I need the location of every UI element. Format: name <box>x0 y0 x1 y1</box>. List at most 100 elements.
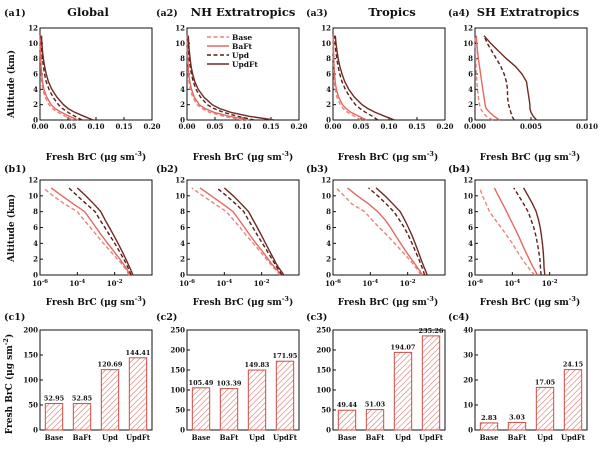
x-label-main: Fresh BrC (μg sm <box>338 152 427 163</box>
x-label-sup: -3 <box>427 295 435 303</box>
bar-y-label-sup: -2 <box>2 338 10 345</box>
x-axis-title-b1: Fresh BrC (μg sm-3) <box>46 295 146 308</box>
panel-c2-category-label-base: Base <box>192 433 211 442</box>
panel-b1-ytick-label: 4 <box>33 239 38 248</box>
panel-b2-ytick-label: 2 <box>180 255 185 264</box>
panel-label-b2: (b2) <box>156 164 178 175</box>
panel-c1-bar-label-baft: 52.85 <box>72 395 93 403</box>
panel-b2-xtick-label: 10-2 <box>254 279 270 288</box>
panel-c1-ytick-label: 100 <box>23 376 38 385</box>
panel-label-a3: (a3) <box>306 8 328 19</box>
x-label-end: ) <box>142 297 146 308</box>
panel-b1-ytick-label: 2 <box>33 255 38 264</box>
panel-a3-ytick-label: 8 <box>326 54 331 63</box>
x-label-end: ) <box>576 297 580 308</box>
panel-b2-xtick-label: 10-6 <box>179 279 195 288</box>
panel-c2-ytick-label: 100 <box>170 386 185 395</box>
panel-b1-xtick-label: 10-2 <box>107 279 123 288</box>
x-axis-title-a4: Fresh BrC (μg sm-3) <box>480 150 580 163</box>
tick-exponent: -4 <box>226 279 232 285</box>
panel-a2-ytick-label: 2 <box>180 100 185 109</box>
tick-base: 10 <box>542 279 552 288</box>
panel-b3-ytick-label: 8 <box>326 207 331 216</box>
tick-exponent: -6 <box>335 279 341 285</box>
panel-c2-bar-base <box>191 387 211 431</box>
tick-base: 10 <box>32 279 42 288</box>
x-label-main: Fresh BrC (μg sm <box>46 152 135 163</box>
x-label-main: Fresh BrC (μg sm <box>193 297 282 308</box>
panel-b3-line-baft <box>347 187 423 276</box>
legend-label-updft: UpdFt <box>232 60 258 69</box>
panel-b3-ytick-label: 2 <box>326 255 331 264</box>
tick-exponent: -2 <box>263 279 269 285</box>
panel-a3-line-upd <box>333 35 379 121</box>
panel-a1-ytick-label: 12 <box>28 24 38 33</box>
panel-a4-line-upd <box>483 35 515 121</box>
tick-base: 10 <box>179 279 189 288</box>
panel-a4-xtick-label: 0.010 <box>576 122 598 131</box>
panel-b1-ytick-label: 0 <box>33 271 38 280</box>
y-axis-title-row-b: Altitude (km) <box>6 194 17 263</box>
panel-b1-ytick-label: 10 <box>28 191 38 200</box>
tick-exponent: -4 <box>372 279 378 285</box>
x-label-main: Fresh BrC (μg sm <box>338 297 427 308</box>
panel-a1-ytick-label: 4 <box>33 85 38 94</box>
panel-c2-bar-baft <box>219 388 239 431</box>
panel-a4-line-updft <box>483 35 538 121</box>
panel-c4-bar-updft <box>563 369 583 431</box>
panel-c1-bar-baft <box>72 403 92 431</box>
panel-c3-ytick-label: 250 <box>316 326 331 335</box>
panel-a3-ytick-label: 4 <box>326 85 331 94</box>
panel-b3-ytick-label: 12 <box>321 176 331 185</box>
panel-c2-bar-upd <box>247 369 267 431</box>
panel-a3-ytick-label: 6 <box>326 70 331 79</box>
legend: Base BaFt Upd UpdFt <box>207 33 258 69</box>
panel-a4-ytick-label: 8 <box>468 54 473 63</box>
tick-base: 10 <box>107 279 117 288</box>
panel-a4-ytick-label: 10 <box>463 39 473 48</box>
panel-a2-ytick-label: 8 <box>180 54 185 63</box>
panel-label-c3: (c3) <box>306 312 327 323</box>
panel-c2-bar-label-updft: 171.95 <box>273 352 298 360</box>
tick-exponent: -2 <box>409 279 415 285</box>
panel-c4-category-label-baft: BaFt <box>508 433 527 442</box>
panel-b2-ytick-label: 6 <box>180 223 185 232</box>
panel-c4-bar-label-upd: 17.05 <box>535 378 556 386</box>
panel-c3-ytick-label: 200 <box>316 346 331 355</box>
tick-base: 10 <box>69 279 79 288</box>
panel-a4-ytick-label: 12 <box>463 24 473 33</box>
x-axis-title-b4: Fresh BrC (μg sm-3) <box>480 295 580 308</box>
panel-b1-line-base <box>42 187 130 276</box>
panel-c3-bar-base <box>337 409 357 431</box>
panel-a3-xtick-label: 0.10 <box>380 122 397 131</box>
x-label-sup: -3 <box>569 150 577 158</box>
panel-c3-category-label-upd: Upd <box>395 433 411 442</box>
panel-a2-xtick-label: 0.15 <box>262 122 279 131</box>
panel-c4-category-label-updft: UpdFt <box>561 433 586 442</box>
x-label-sup: -3 <box>282 295 290 303</box>
panel-b1-xtick-label: 10-4 <box>69 279 85 288</box>
panel-b1-xtick-label: 10-6 <box>32 279 48 288</box>
panel-a1-xtick-label: 0.20 <box>143 122 160 131</box>
legend-label-base: Base <box>232 33 252 42</box>
x-axis-title-b2: Fresh BrC (μg sm-3) <box>193 295 293 308</box>
panel-c4-ytick-label: 20 <box>463 376 473 385</box>
panel-b3-line-upd <box>368 187 426 276</box>
panel-b4-ytick-label: 6 <box>468 223 473 232</box>
panel-b1-ytick-label: 12 <box>28 176 38 185</box>
x-axis-title-a2: Fresh BrC (μg sm-3) <box>193 150 293 163</box>
panel-c2-ytick-label: 150 <box>170 366 185 375</box>
panel-c2-bar-updft <box>275 360 295 431</box>
panel-c3-bar-label-base: 49.44 <box>337 401 358 409</box>
panel-a3-xtick-label: 0.15 <box>408 122 425 131</box>
tick-base: 10 <box>467 279 477 288</box>
panel-a2-ytick-label: 10 <box>175 39 185 48</box>
panel-a1-xtick-label: 0.15 <box>115 122 132 131</box>
panel-a3-ytick-label: 2 <box>326 100 331 109</box>
panel-label-b3: (b3) <box>306 164 328 175</box>
panel-c3-category-label-baft: BaFt <box>366 433 385 442</box>
panel-b2-line-updft <box>223 187 285 276</box>
panel-b3-frame <box>332 179 446 276</box>
